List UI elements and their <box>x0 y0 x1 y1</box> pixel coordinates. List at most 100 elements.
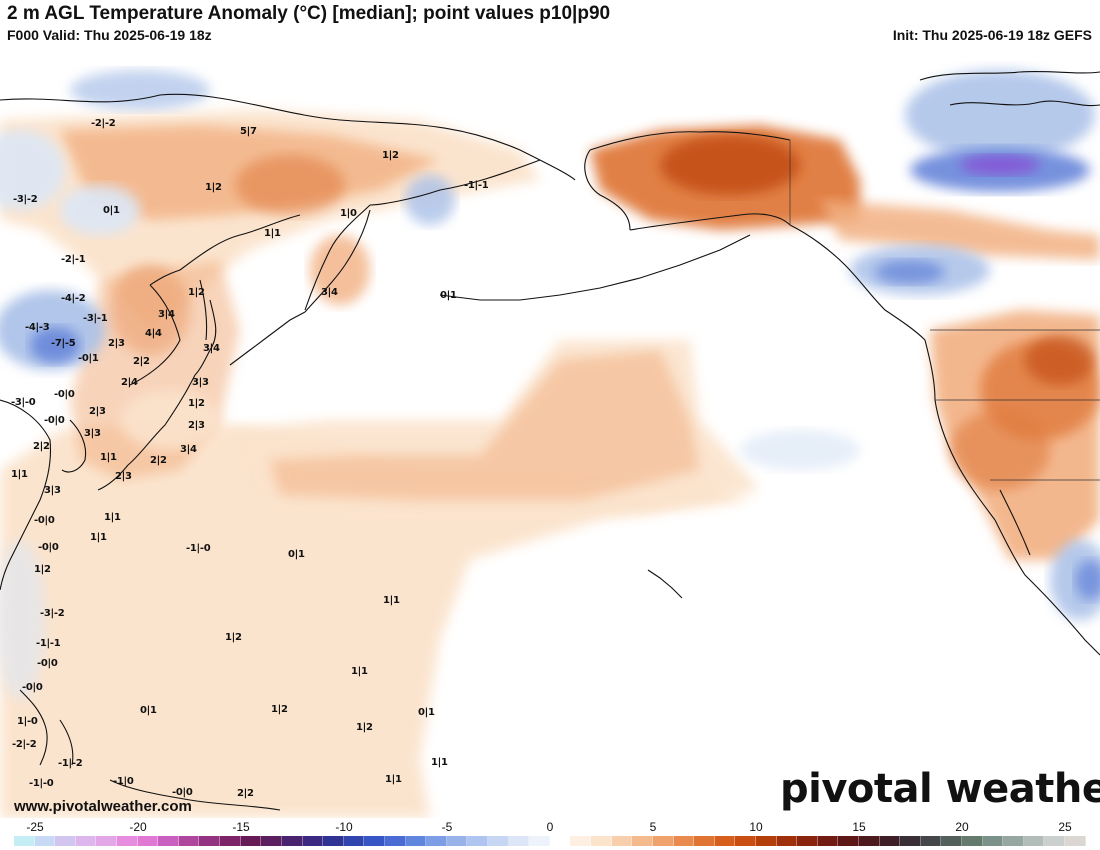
coastline <box>919 70 1100 81</box>
colorbar-cell <box>858 836 880 846</box>
point-value-label: 0|1 <box>440 290 457 301</box>
warm-anomaly-area <box>270 350 700 500</box>
point-value-label: 1|1 <box>11 469 28 480</box>
point-value-label: -1|-0 <box>186 543 211 554</box>
point-value-label: -1|-1 <box>464 180 489 191</box>
coastlines <box>0 70 1100 811</box>
colorbar-cell <box>343 836 365 846</box>
point-value-label: 1|0 <box>340 208 357 219</box>
point-value-label: -0|0 <box>172 787 193 798</box>
warm-anomaly-area <box>660 135 800 195</box>
anomaly-shading <box>0 70 1100 818</box>
colorbar-cell <box>467 836 489 846</box>
colorbar-cell <box>75 836 97 846</box>
colorbar-cell <box>632 836 653 846</box>
colorbar-cell <box>384 836 406 846</box>
point-value-label: 3|4 <box>180 444 197 455</box>
coastline <box>949 100 1100 107</box>
point-value-label: 2|3 <box>115 471 132 482</box>
point-value-label: 0|1 <box>288 549 305 560</box>
colorbar-cell <box>941 836 963 846</box>
map-header: 2 m AGL Temperature Anomaly (°C) [median… <box>0 0 1100 46</box>
colorbar-tick-label: 0 <box>546 820 554 834</box>
point-value-label: 2|4 <box>121 377 138 388</box>
point-value-label: 5|7 <box>240 126 257 137</box>
colorbar-cell <box>714 836 736 846</box>
point-value-label: 3|3 <box>192 377 209 388</box>
coastline <box>149 214 301 286</box>
point-value-label: 3|3 <box>84 428 101 439</box>
coastline <box>584 149 631 231</box>
coastline <box>109 779 281 811</box>
coastline <box>229 311 306 366</box>
colorbar-tick-label: 15 <box>852 820 866 834</box>
point-value-label: -3|-2 <box>40 608 65 619</box>
colorbar-strip <box>14 836 1086 846</box>
warm-anomaly-area <box>820 200 1100 260</box>
colorbar-tick-label: -5 <box>441 820 453 834</box>
coastline <box>194 299 217 376</box>
point-value-label: 1|1 <box>431 757 448 768</box>
point-value-label: -0|0 <box>38 542 59 553</box>
colorbar-cell <box>302 836 324 846</box>
colorbar-cell <box>178 836 200 846</box>
point-value-label: 3|3 <box>44 485 61 496</box>
colorbar-cell <box>446 836 468 846</box>
colorbar-cell <box>55 836 76 846</box>
point-value-label: 2|2 <box>33 441 50 452</box>
point-value-label: 2|3 <box>108 338 125 349</box>
colorbar-cell <box>611 836 633 846</box>
coastline <box>97 464 129 491</box>
colorbar-tick-label: -10 <box>335 820 353 834</box>
point-value-label: 4|4 <box>145 328 162 339</box>
point-value-label: -0|1 <box>78 353 99 364</box>
colorbar-cell <box>1003 836 1024 846</box>
point-value-label: -0|0 <box>22 682 43 693</box>
coastline <box>647 569 683 599</box>
colorbar-cell <box>281 836 303 846</box>
colorbar-cell <box>817 836 839 846</box>
point-value-label: -3|-2 <box>13 194 38 205</box>
point-value-label: 0|1 <box>103 205 120 216</box>
valid-time-label: F000 Valid: Thu 2025-06-19 18z <box>7 27 212 43</box>
point-value-label: 3|4 <box>203 343 220 354</box>
point-value-label: -1|-0 <box>29 778 54 789</box>
colorbar-cell <box>426 836 447 846</box>
colorbar-tick-label: -15 <box>232 820 250 834</box>
coastline <box>994 519 1100 656</box>
point-value-label: -0|0 <box>54 389 75 400</box>
point-value-label: 1|1 <box>100 452 117 463</box>
coastline <box>19 689 48 766</box>
point-value-label: 3|4 <box>158 309 175 320</box>
point-value-label: 0|1 <box>418 707 435 718</box>
colorbar-cell <box>137 836 159 846</box>
pivotal-weather-logo: pivotal weather <box>780 766 1100 812</box>
colorbar-cell <box>549 836 571 846</box>
cool-anomaly-area <box>740 430 860 470</box>
point-value-label: 1|1 <box>104 512 121 523</box>
point-value-label: 2|2 <box>150 455 167 466</box>
coastline <box>439 234 751 301</box>
colorbar-cell <box>1044 836 1066 846</box>
point-value-label: -2|-1 <box>61 254 86 265</box>
point-value-label: 1|1 <box>385 774 402 785</box>
cool-anomaly-area <box>1075 560 1100 600</box>
colorbar-cell <box>34 836 56 846</box>
point-value-label: -4|-2 <box>61 293 86 304</box>
point-value-label: 3|4 <box>321 287 338 298</box>
coastline <box>304 209 371 313</box>
cool-anomaly-area <box>405 175 455 225</box>
point-value-label: 1|2 <box>34 564 51 575</box>
point-value-label: 1|2 <box>225 632 242 643</box>
point-value-label: -4|-3 <box>25 322 50 333</box>
point-value-label: -3|-0 <box>11 397 36 408</box>
colorbar-tick-label: -20 <box>129 820 147 834</box>
point-value-label: 1|1 <box>351 666 368 677</box>
colorbar-cell <box>920 836 942 846</box>
warm-anomaly-area <box>1025 335 1095 385</box>
point-value-label: 1|2 <box>271 704 288 715</box>
point-value-label: 1|1 <box>264 228 281 239</box>
colorbar-cell <box>529 836 550 846</box>
anomaly-map: -2|-2 5|7 1|2 1|2 -1|-1 -3|-2 0|1 1|0 1|1 -2|-1 3|… <box>0 46 1100 818</box>
coastline <box>129 284 181 386</box>
